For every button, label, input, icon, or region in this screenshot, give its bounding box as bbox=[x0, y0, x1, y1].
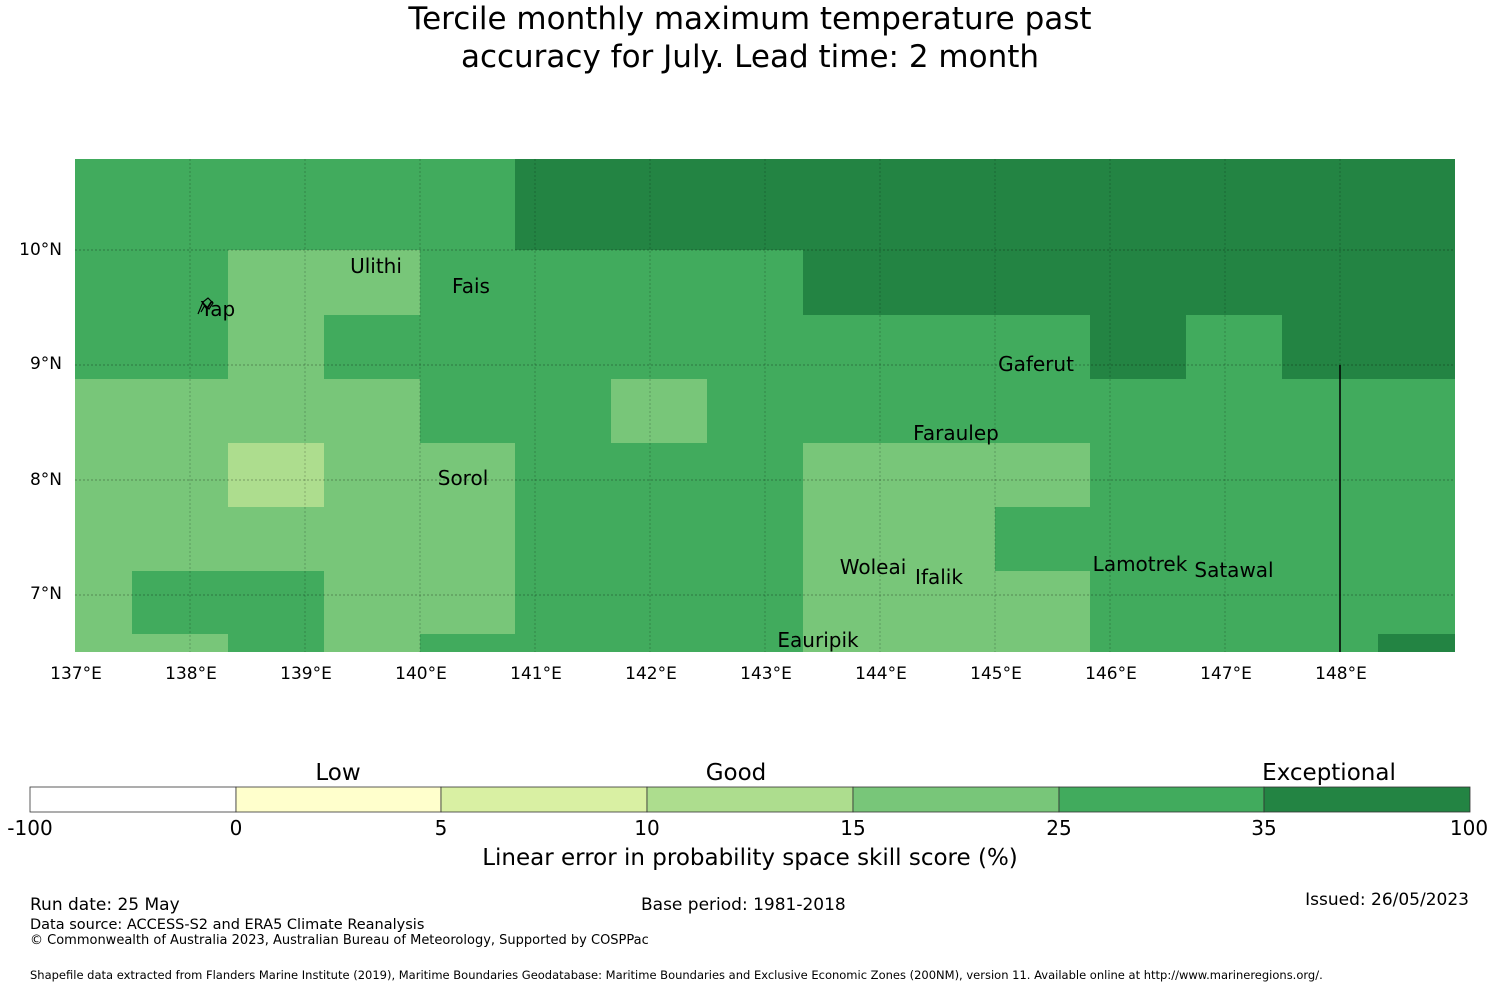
run-date: Run date: 25 May bbox=[30, 895, 180, 915]
graticule bbox=[75, 159, 1455, 652]
y-tick-7n: 7°N bbox=[29, 584, 62, 604]
colorbar-box bbox=[235, 786, 442, 813]
x-tick-137e: 137°E bbox=[50, 664, 102, 684]
x-tick-138e: 138°E bbox=[165, 664, 217, 684]
place-sorol: Sorol bbox=[437, 466, 489, 490]
place-lamotrek: Lamotrek bbox=[1092, 552, 1188, 576]
colorbar-box bbox=[1058, 786, 1265, 813]
y-tick-10n: 10°N bbox=[19, 240, 62, 260]
skill-cell bbox=[611, 379, 707, 443]
place-eauripik: Eauripik bbox=[777, 628, 859, 652]
skill-cell bbox=[515, 159, 1455, 250]
colorbar-boxes bbox=[29, 786, 1471, 813]
skill-cell bbox=[132, 571, 324, 634]
skill-cell bbox=[228, 634, 324, 652]
colorbar-box bbox=[440, 786, 648, 813]
colorbar-tick: -100 bbox=[7, 816, 53, 840]
x-tick-139e: 139°E bbox=[280, 664, 332, 684]
x-tick-143e: 143°E bbox=[740, 664, 792, 684]
skill-cell bbox=[803, 507, 995, 652]
skill-cell bbox=[1378, 634, 1455, 652]
x-tick-144e: 144°E bbox=[855, 664, 907, 684]
place-ulithi: Ulithi bbox=[350, 254, 402, 278]
skill-cell bbox=[132, 634, 228, 652]
shapefile-credit: Shapefile data extracted from Flanders M… bbox=[30, 968, 1323, 982]
place-gaferut: Gaferut bbox=[998, 352, 1074, 376]
colorbar-tick: 25 bbox=[1046, 816, 1072, 840]
data-source: Data source: ACCESS-S2 and ERA5 Climate … bbox=[30, 917, 425, 933]
colorbar-category-good: Good bbox=[705, 760, 767, 786]
title-line-2: accuracy for July. Lead time: 2 month bbox=[460, 39, 1040, 75]
base-period: Base period: 1981-2018 bbox=[641, 895, 846, 915]
colorbar-tick: 15 bbox=[840, 816, 866, 840]
skill-cell bbox=[228, 443, 324, 507]
map-boundaries bbox=[197, 297, 1341, 652]
y-tick-9n: 9°N bbox=[29, 354, 62, 374]
x-tick-148e: 148°E bbox=[1315, 664, 1367, 684]
copyright: © Commonwealth of Australia 2023, Austra… bbox=[30, 933, 649, 948]
colorbar-label: Linear error in probability space skill … bbox=[482, 845, 1018, 871]
skill-cell bbox=[228, 315, 324, 379]
issued-date: Issued: 26/05/2023 bbox=[1305, 890, 1469, 910]
skill-cell bbox=[75, 571, 132, 652]
skill-cell bbox=[420, 443, 515, 634]
colorbar-tick: 0 bbox=[229, 816, 243, 840]
skill-cell bbox=[803, 443, 1090, 507]
colorbar-box bbox=[852, 786, 1060, 813]
colorbar-category-exceptional: Exceptional bbox=[1262, 760, 1396, 786]
colorbar-box bbox=[29, 786, 237, 813]
colorbar-category-low: Low bbox=[315, 760, 361, 786]
skill-grid-cells bbox=[75, 159, 1455, 652]
skill-cell bbox=[1090, 315, 1186, 379]
x-tick-146e: 146°E bbox=[1085, 664, 1137, 684]
colorbar-box bbox=[1263, 786, 1471, 813]
x-tick-145e: 145°E bbox=[970, 664, 1022, 684]
x-tick-147e: 147°E bbox=[1200, 664, 1252, 684]
colorbar-tick: 100 bbox=[1449, 816, 1489, 840]
skill-cell bbox=[324, 571, 420, 652]
colorbar-tick: 5 bbox=[434, 816, 448, 840]
place-yap: Yap bbox=[200, 297, 236, 321]
title-line-1: Tercile monthly maximum temperature past bbox=[408, 1, 1092, 37]
y-tick-8n: 8°N bbox=[29, 470, 62, 490]
x-tick-141e: 141°E bbox=[510, 664, 562, 684]
place-faraulep: Faraulep bbox=[913, 421, 999, 445]
colorbar-tick: 10 bbox=[634, 816, 660, 840]
yap-island-outline bbox=[197, 297, 214, 315]
place-ifalik: Ifalik bbox=[915, 565, 963, 589]
skill-cell bbox=[995, 571, 1090, 652]
chart-title: Tercile monthly maximum temperature past… bbox=[0, 0, 1500, 76]
place-satawal: Satawal bbox=[1194, 558, 1274, 582]
x-tick-140e: 140°E bbox=[395, 664, 447, 684]
colorbar-tick: 35 bbox=[1251, 816, 1277, 840]
skill-cell bbox=[1282, 315, 1455, 379]
colorbar-box bbox=[646, 786, 854, 813]
x-tick-142e: 142°E bbox=[625, 664, 677, 684]
place-fais: Fais bbox=[452, 274, 490, 298]
skill-cell bbox=[228, 250, 420, 315]
skill-cell bbox=[803, 250, 1455, 315]
place-woleai: Woleai bbox=[839, 555, 907, 579]
